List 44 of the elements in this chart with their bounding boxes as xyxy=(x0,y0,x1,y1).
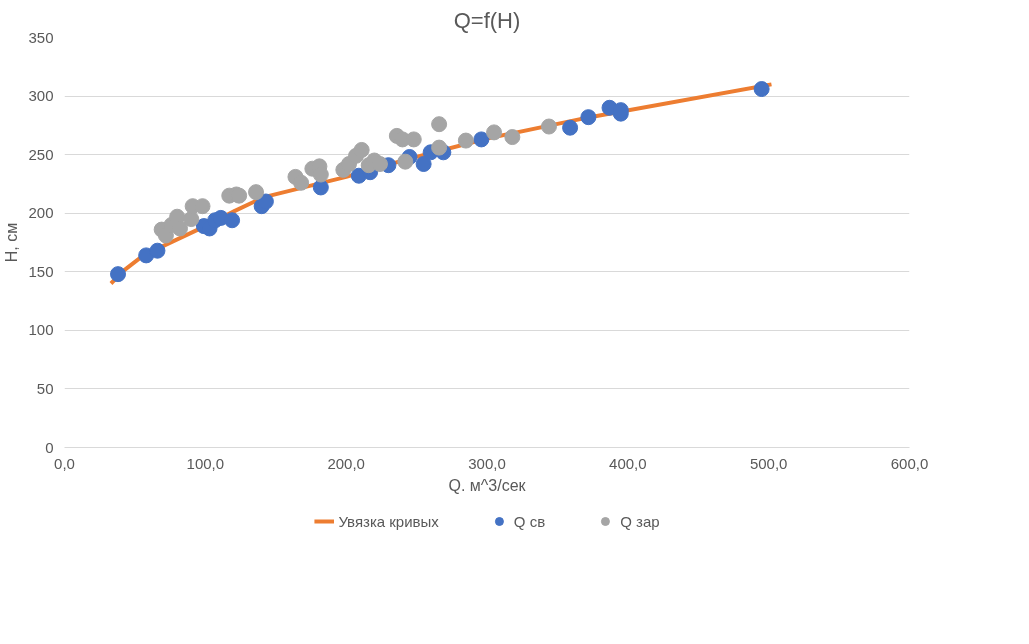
point xyxy=(580,109,597,126)
line-series xyxy=(108,82,774,286)
point xyxy=(540,118,557,135)
x-tick-label: 100,0 xyxy=(186,454,225,472)
point xyxy=(562,119,579,136)
x-tick-label: 200,0 xyxy=(327,454,365,472)
x-tick-label: 0,0 xyxy=(54,454,75,472)
point xyxy=(312,179,329,196)
y-axis-title: H, см xyxy=(3,222,21,263)
point xyxy=(457,132,474,149)
chart-title: Q=f(H) xyxy=(453,7,521,33)
point xyxy=(183,211,200,228)
point xyxy=(753,81,770,98)
point xyxy=(486,124,503,141)
point xyxy=(353,141,370,158)
legend-label: Q св xyxy=(513,512,546,530)
y-tick-label: 350 xyxy=(28,28,54,46)
x-tick-label: 300,0 xyxy=(468,454,506,472)
point xyxy=(431,139,448,156)
point xyxy=(110,266,127,283)
point xyxy=(415,156,432,172)
legend-label: Q зар xyxy=(620,512,660,530)
point xyxy=(224,212,241,229)
x-tick-label: 400,0 xyxy=(609,454,647,472)
point xyxy=(149,242,166,259)
y-tick-label: 300 xyxy=(28,87,54,105)
x-tick-label: 600,0 xyxy=(890,454,929,472)
point xyxy=(473,131,490,148)
y-tick-label: 250 xyxy=(28,145,54,163)
y-tick-label: 200 xyxy=(28,204,54,222)
y-tick-label: 0 xyxy=(45,438,54,456)
point xyxy=(257,193,274,210)
point xyxy=(171,220,188,237)
legend-label: Увязка кривых xyxy=(338,512,439,530)
point xyxy=(397,153,414,170)
y-tick-label: 100 xyxy=(28,321,54,339)
y-tick-label: 150 xyxy=(28,262,54,280)
point xyxy=(293,174,310,191)
point xyxy=(504,129,521,146)
point xyxy=(248,184,265,201)
point xyxy=(431,116,448,133)
x-axis-title: Q. м^3/сек xyxy=(448,476,527,494)
x-tick-label: 500,0 xyxy=(749,454,788,472)
y-tick-label: 50 xyxy=(36,379,54,397)
